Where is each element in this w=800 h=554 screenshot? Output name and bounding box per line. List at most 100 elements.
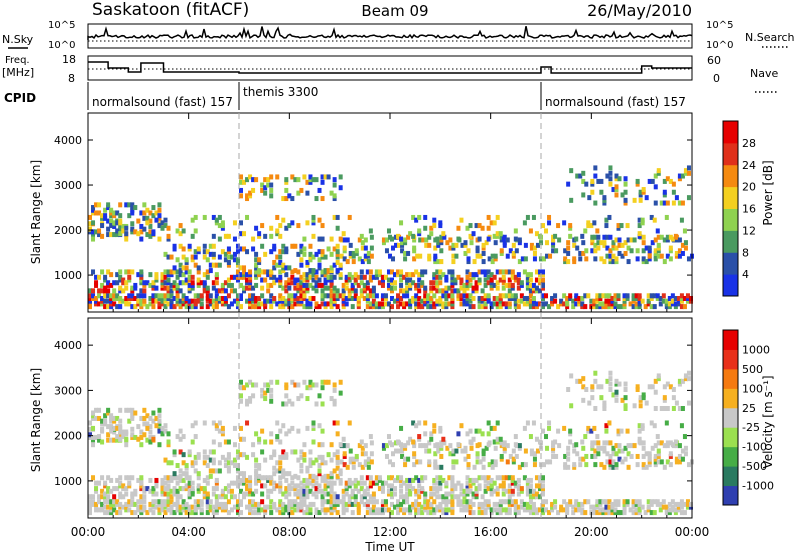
velocity-echo	[492, 439, 497, 445]
date-title: 26/May/2010	[587, 1, 692, 20]
power-echo	[284, 177, 289, 183]
power-echo	[610, 298, 615, 304]
velocity-echo	[444, 501, 449, 507]
power-echo	[531, 282, 536, 288]
power-echo	[450, 280, 455, 286]
power-echo	[489, 282, 494, 288]
power-echo	[541, 277, 545, 283]
power-echo	[166, 280, 171, 286]
velocity-echo	[523, 462, 528, 468]
power-echo	[287, 193, 292, 199]
velocity-echo	[109, 413, 114, 419]
velocity-echo	[314, 401, 319, 407]
velocity-echo	[507, 510, 512, 516]
power-echo	[665, 200, 670, 206]
power-echo	[121, 288, 126, 294]
power-echo	[586, 223, 591, 229]
velocity-echo	[202, 486, 207, 492]
power-echo	[223, 298, 228, 304]
power-echo	[444, 293, 449, 299]
power-echo	[504, 293, 509, 299]
power-echo	[374, 274, 379, 280]
power-echo	[438, 280, 443, 286]
velocity-echo	[465, 486, 470, 492]
velocity-echo	[151, 491, 156, 497]
velocity-echo	[323, 510, 328, 516]
power-echo	[369, 234, 374, 240]
velocity-echo	[598, 507, 603, 513]
power-echo	[248, 298, 253, 304]
power-echo	[335, 293, 340, 299]
power-echo	[127, 213, 132, 219]
velocity-echo	[475, 451, 480, 457]
velocity-echo	[498, 507, 503, 513]
velocity-echo	[435, 494, 440, 500]
velocity-echo	[414, 423, 419, 429]
power-echo	[190, 217, 195, 223]
power-echo	[287, 293, 292, 299]
power-echo	[402, 293, 407, 299]
velocity-echo	[465, 507, 470, 513]
power-echo	[208, 268, 213, 274]
velocity-echo	[121, 429, 126, 435]
velocity-echo	[308, 460, 313, 466]
velocity-echo	[450, 477, 455, 483]
power-echo	[674, 195, 679, 201]
velocity-echo	[284, 454, 289, 460]
power-echo	[323, 304, 328, 310]
velocity-echo	[456, 442, 461, 448]
velocity-echo	[365, 504, 370, 510]
velocity-echo	[208, 449, 213, 455]
power-echo	[308, 243, 313, 249]
power-echo	[528, 282, 533, 288]
power-echo	[397, 242, 402, 248]
velocity-echo	[459, 483, 464, 489]
power-echo	[665, 237, 670, 243]
velocity-echo	[314, 486, 319, 492]
power-echo	[679, 217, 684, 223]
power-echo	[235, 304, 240, 310]
power-echo	[278, 280, 283, 286]
power-echo	[381, 237, 386, 243]
velocity-echo	[163, 501, 168, 507]
power-echo	[641, 187, 646, 193]
power-echo	[608, 176, 613, 182]
velocity-echo	[671, 386, 676, 392]
velocity-echo	[269, 439, 274, 445]
power-echo	[637, 233, 642, 239]
noise-left-tick-bottom: 10^0	[48, 40, 75, 51]
velocity-echo	[106, 499, 111, 505]
velocity-echo	[480, 494, 485, 500]
power-echo	[160, 220, 165, 226]
power-echo	[435, 288, 440, 294]
power-echo	[507, 277, 512, 283]
power-echo	[605, 234, 610, 240]
power-echo	[353, 272, 358, 278]
velocity-echo	[169, 475, 174, 481]
power-echo	[435, 301, 440, 307]
velocity-echo	[109, 488, 114, 494]
velocity-echo	[112, 429, 117, 435]
power-echo	[181, 293, 186, 299]
power-echo	[91, 220, 96, 226]
power-echo	[377, 301, 382, 307]
velocity-echo	[281, 510, 286, 516]
velocity-echo	[412, 462, 417, 468]
frequency-trace	[88, 61, 692, 74]
velocity-echo	[308, 507, 313, 513]
velocity-echo	[220, 454, 225, 460]
velocity-echo	[644, 451, 649, 457]
velocity-echo	[471, 494, 476, 500]
power-echo	[531, 285, 536, 291]
velocity-echo	[394, 440, 399, 446]
power-echo	[450, 298, 455, 304]
power-echo	[193, 293, 198, 299]
velocity-echo	[412, 443, 417, 449]
power-echo	[160, 301, 165, 307]
power-echo	[226, 233, 231, 239]
power-echo	[223, 301, 228, 307]
power-echo	[269, 233, 274, 239]
power-echo	[272, 265, 277, 271]
colorbar-swatch	[723, 407, 738, 428]
velocity-echo	[553, 504, 558, 510]
